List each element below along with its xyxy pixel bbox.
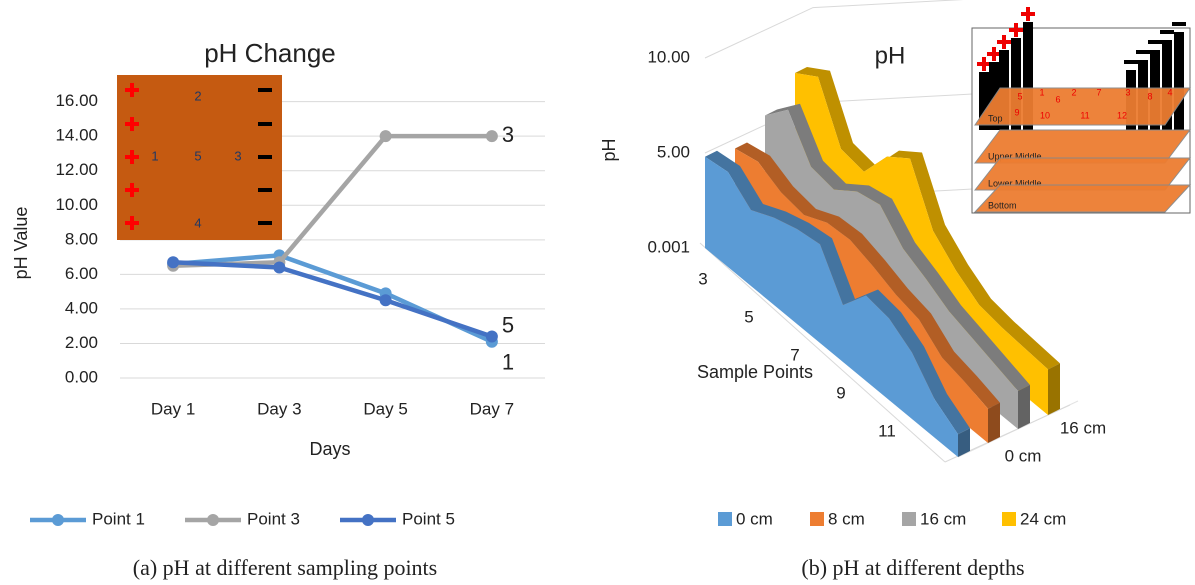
- y-tick-label: 6.00: [65, 264, 98, 283]
- plus-icon: [1021, 7, 1035, 21]
- inset-label: 3: [234, 148, 241, 163]
- chart-title: pH Change: [204, 38, 336, 68]
- inset-layer-label: Top: [988, 113, 1003, 123]
- end-label: 3: [502, 122, 514, 147]
- legend-label: 16 cm: [920, 509, 966, 528]
- inset-bar: [1174, 32, 1184, 130]
- depth-label: 16 cm: [1060, 418, 1106, 437]
- x-tick-label: 7: [790, 345, 799, 364]
- x-tick-label: Day 1: [151, 399, 195, 418]
- y-tick-label: 4.00: [65, 298, 98, 317]
- z-axis-title: pH: [599, 138, 619, 161]
- x-tick-label: Day 3: [257, 399, 301, 418]
- y-tick-label: 14.00: [55, 126, 98, 145]
- x-axis-title: Days: [309, 439, 350, 459]
- legend-label: 24 cm: [1020, 509, 1066, 528]
- legend-label: Point 5: [402, 509, 455, 528]
- y-tick-label: 16.00: [55, 91, 98, 110]
- inset-label: 5: [194, 148, 201, 163]
- caption: (a) pH at different sampling points: [133, 555, 437, 580]
- legend-swatch: [1002, 512, 1016, 526]
- legend-label: Point 3: [247, 509, 300, 528]
- inset-label: 1: [151, 148, 158, 163]
- data-point: [486, 331, 498, 343]
- x-tick-label: Day 5: [363, 399, 407, 418]
- legend-swatch: [810, 512, 824, 526]
- end-label: 1: [502, 350, 514, 375]
- legend-marker: [52, 514, 64, 526]
- z-tick-label: 10.00: [647, 47, 690, 66]
- y-tick-label: 12.00: [55, 160, 98, 179]
- inset-number: 9: [1014, 107, 1019, 117]
- series-line: [173, 255, 492, 341]
- y-tick-label: 2.00: [65, 333, 98, 352]
- x-axis-title: Sample Points: [697, 362, 813, 382]
- inset-number: 3: [1125, 87, 1130, 97]
- data-point: [273, 261, 285, 273]
- legend-label: 0 cm: [736, 509, 773, 528]
- z-tick-label: 5.00: [657, 142, 690, 161]
- y-tick-label: 0.00: [65, 367, 98, 386]
- legend-swatch: [718, 512, 732, 526]
- legend-swatch: [902, 512, 916, 526]
- depth-label: 0 cm: [1005, 446, 1042, 465]
- data-point: [380, 294, 392, 306]
- x-tick-label: 5: [744, 307, 753, 326]
- inset-label: 4: [194, 215, 201, 230]
- inset-number: 4: [1167, 87, 1172, 97]
- data-point: [486, 130, 498, 142]
- legend-label: Point 1: [92, 509, 145, 528]
- end-label: 5: [502, 312, 514, 337]
- ribbon-end: [988, 403, 1000, 443]
- inset-number: 6: [1055, 94, 1060, 104]
- inset-number: 10: [1040, 110, 1050, 120]
- inset-number: 12: [1117, 110, 1127, 120]
- y-tick-label: 8.00: [65, 229, 98, 248]
- inset-number: 5: [1017, 91, 1022, 101]
- legend-label: 8 cm: [828, 509, 865, 528]
- ribbon-end: [1048, 363, 1060, 415]
- caption: (b) pH at different depths: [801, 555, 1024, 580]
- data-point: [167, 256, 179, 268]
- x-tick-label: Day 7: [470, 399, 514, 418]
- z-tick-label: 0.001: [647, 237, 690, 256]
- legend-marker: [207, 514, 219, 526]
- x-tick-label: 11: [878, 421, 896, 440]
- inset-number: 11: [1080, 110, 1089, 120]
- inset-number: 7: [1096, 87, 1101, 97]
- ribbon-end: [1018, 385, 1030, 429]
- inset-label: 2: [194, 88, 201, 103]
- inset-number: 2: [1071, 87, 1076, 97]
- legend-marker: [362, 514, 374, 526]
- inset-layer-label: Bottom: [988, 200, 1017, 210]
- inset-number: 1: [1039, 87, 1044, 97]
- x-tick-label: 9: [836, 383, 845, 402]
- y-tick-label: 10.00: [55, 195, 98, 214]
- x-tick-label: 3: [698, 269, 707, 288]
- y-axis-title: pH Value: [11, 207, 31, 280]
- page: pH Change Days pH Value (a) pH at differ…: [0, 0, 1195, 585]
- data-point: [380, 130, 392, 142]
- inset-number: 8: [1147, 91, 1152, 101]
- chart-title: pH: [875, 42, 906, 69]
- figure: pH Change Days pH Value (a) pH at differ…: [0, 0, 1195, 585]
